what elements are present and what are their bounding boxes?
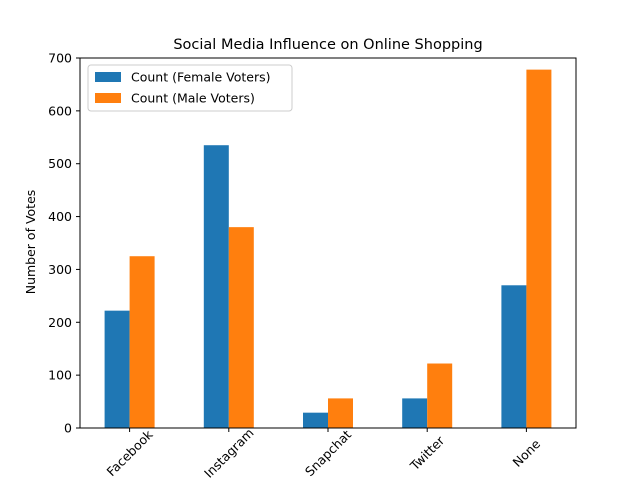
y-tick-label: 100 <box>48 368 72 383</box>
bar-series1-snapchat <box>328 398 353 428</box>
x-tick-label-group: Instagram <box>201 425 257 480</box>
bar-series0-facebook <box>104 310 130 428</box>
legend-box <box>87 64 293 112</box>
bar-series1-instagram <box>228 227 254 428</box>
x-tick-label: Facebook <box>104 426 157 479</box>
y-tick-label: 700 <box>48 51 72 66</box>
bar-series1-twitter <box>427 363 453 428</box>
x-tick-label-group: Snapchat <box>302 427 354 479</box>
bar-series0-twitter <box>402 398 428 428</box>
y-tick-label: 400 <box>48 209 72 224</box>
y-axis-label: Number of Votes <box>23 190 38 295</box>
bar-series0-instagram <box>203 145 229 428</box>
x-tick-label-group: Facebook <box>104 426 157 479</box>
legend-swatch <box>95 93 121 103</box>
plot-area: 0 100 200 300 400 500 600 700 Facebook Instagram S… <box>48 51 577 480</box>
x-tick-label: Twitter <box>406 432 448 474</box>
bar-series0-snapchat <box>303 412 328 428</box>
y-tick-label: 0 <box>64 421 72 436</box>
bar-series1-facebook <box>129 256 155 428</box>
x-tick-label: Snapchat <box>302 427 354 479</box>
x-tick-label-group: Twitter <box>406 432 448 474</box>
bar-series1-none <box>526 69 552 428</box>
x-tick-label: Instagram <box>201 425 257 480</box>
y-tick-label: 500 <box>48 156 72 171</box>
legend-swatch <box>95 72 121 82</box>
x-tick-label-group: None <box>510 436 544 470</box>
y-tick-label: 300 <box>48 262 72 277</box>
legend-label: Count (Male Voters) <box>131 91 255 106</box>
x-tick-label: None <box>510 436 544 470</box>
y-tick-label: 200 <box>48 315 72 330</box>
bar-series0-none <box>501 285 527 428</box>
y-tick-label: 600 <box>48 103 72 118</box>
chart-title: Social Media Influence on Online Shoppin… <box>173 37 482 53</box>
legend-label: Count (Female Voters) <box>131 70 271 85</box>
